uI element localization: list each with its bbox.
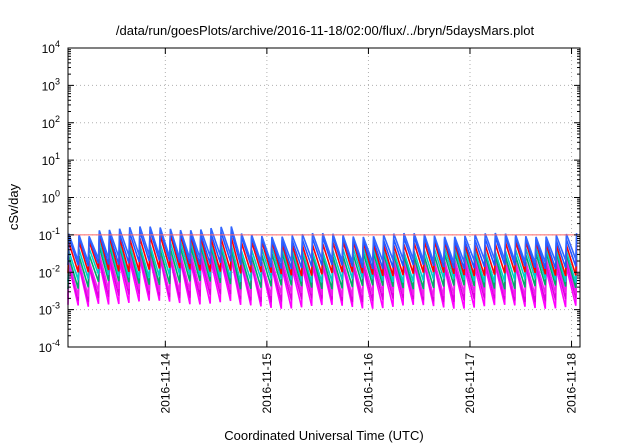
y-tick-label: 10-3: [39, 301, 60, 318]
y-tick-label: 103: [42, 76, 60, 93]
x-tick-label: 2016-11-17: [463, 353, 477, 414]
y-axis-label: cSv/day: [6, 183, 21, 230]
y-tick-label: 10-1: [39, 226, 60, 243]
x-tick-label: 2016-11-14: [158, 353, 172, 414]
y-tick-label: 10-4: [39, 338, 60, 355]
y-tick-label: 100: [42, 189, 60, 206]
axis-ticks: 10-4 10-3 10-2 10-1 100 101 102 103 104 2016-11-1…: [39, 39, 580, 414]
y-tick-label: 10-2: [39, 263, 60, 280]
y-tick-label: 101: [42, 151, 60, 168]
x-axis-label: Coordinated Universal Time (UTC): [224, 428, 423, 443]
chart-title: /data/run/goesPlots/archive/2016-11-18/0…: [116, 23, 535, 38]
plot-area: [67, 226, 580, 309]
plot-frame: [67, 47, 581, 348]
series-line: [67, 226, 578, 264]
y-tick-label: 102: [42, 114, 60, 131]
x-tick-label: 2016-11-15: [260, 353, 274, 414]
x-tick-label: 2016-11-18: [565, 353, 579, 414]
y-tick-label: 104: [42, 39, 60, 56]
grid: [68, 48, 580, 347]
x-tick-label: 2016-11-16: [361, 353, 375, 414]
